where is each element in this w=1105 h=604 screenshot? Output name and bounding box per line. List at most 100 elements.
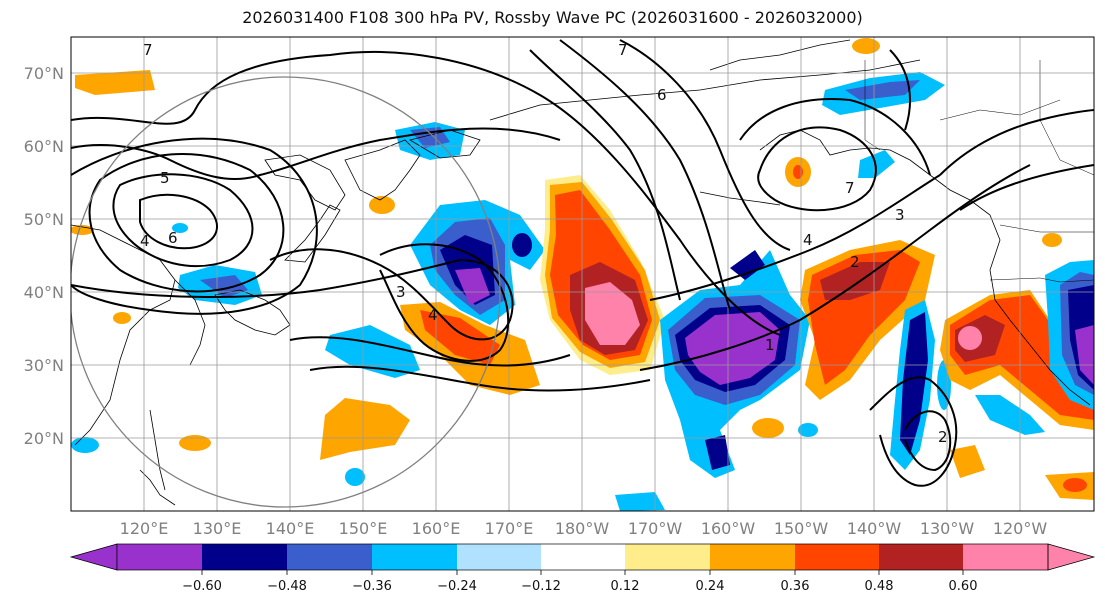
contour-label: 7: [845, 179, 855, 197]
colorbar-extend-max: [1047, 543, 1096, 571]
anomaly-negative: [858, 150, 895, 178]
lon-label: 140°E: [266, 519, 315, 538]
anomaly-negative: [345, 468, 365, 486]
contour-label: 2: [850, 253, 860, 271]
lon-label: 150°W: [774, 519, 829, 538]
anomaly-negative: [705, 435, 730, 470]
radius-circle: [71, 76, 501, 508]
lat-label: 60°N: [24, 137, 64, 156]
lon-label: 160°W: [701, 519, 756, 538]
colorbar-segment: [879, 544, 963, 570]
anomaly-positive: [320, 398, 410, 460]
colorbar-tick-label: −0.12: [521, 579, 561, 594]
colorbar-segment: [202, 544, 287, 570]
latitude-labels: 70°N 60°N 50°N 40°N 30°N 20°N: [24, 64, 64, 448]
anomaly-positive: [958, 326, 982, 350]
colorbar-segment: [287, 544, 372, 570]
contour-label: 1: [765, 336, 775, 354]
lat-label: 30°N: [24, 356, 64, 375]
contour-label: 6: [657, 86, 667, 104]
lon-label: 170°E: [485, 519, 534, 538]
anomaly-negative: [1075, 325, 1094, 385]
colorbar-tick-label: 0.36: [781, 579, 810, 594]
colorbar-tick-label: 0.12: [611, 579, 640, 594]
anomaly-positive: [793, 165, 803, 179]
anomaly-positive: [585, 282, 640, 345]
lon-label: 140°W: [847, 519, 902, 538]
lon-label: 120°W: [993, 519, 1048, 538]
anomaly-negative: [685, 312, 780, 385]
lon-label: 130°E: [193, 519, 242, 538]
anomaly-negative: [730, 250, 765, 280]
map-content: 7 6 5 6 4 4 3 4 3 2 1 7 7 2: [71, 37, 1094, 511]
lat-label: 50°N: [24, 210, 64, 229]
colorbar-segment: [117, 544, 202, 570]
anomaly-negative: [172, 223, 188, 233]
contour-label: 2: [938, 428, 948, 446]
anomaly-positive: [71, 225, 94, 235]
colorbar-tick-label: 0.60: [949, 579, 978, 594]
anomaly-positive: [752, 418, 784, 438]
anomaly-positive: [1063, 478, 1087, 492]
contour-label: 4: [428, 306, 438, 324]
chart-title: 2026031400 F108 300 hPa PV, Rossby Wave …: [242, 8, 863, 27]
anomaly-fills: [71, 38, 1094, 511]
anomaly-positive: [179, 435, 211, 451]
anomaly-positive: [950, 445, 985, 478]
colorbar-ticks: [201, 570, 964, 575]
colorbar-segment: [710, 544, 795, 570]
lon-label: 120°E: [120, 519, 169, 538]
lat-label: 20°N: [24, 429, 64, 448]
contour-label: 6: [168, 229, 178, 247]
lon-label: 180°W: [555, 519, 610, 538]
colorbar-tick-label: 0.24: [696, 579, 725, 594]
colorbar-tick-label: −0.36: [352, 579, 392, 594]
anomaly-negative: [512, 233, 532, 257]
contour-label: 7: [143, 41, 153, 59]
anomaly-negative: [615, 492, 665, 511]
anomaly-negative: [798, 423, 818, 437]
anomaly-positive: [75, 70, 155, 95]
colorbar-segment: [795, 544, 879, 570]
anomaly-positive: [852, 38, 880, 54]
longitude-labels: 120°E 130°E 140°E 150°E 160°E 170°E 180°…: [120, 519, 1048, 538]
lon-label: 160°E: [412, 519, 461, 538]
lon-label: 130°W: [920, 519, 975, 538]
anomaly-negative: [71, 437, 99, 453]
contour-label: 3: [895, 206, 905, 224]
colorbar-segment: [372, 544, 457, 570]
colorbar-segment: [963, 544, 1048, 570]
anomaly-positive: [420, 310, 500, 365]
map-frame: [70, 36, 1095, 512]
contour-label: 7: [618, 41, 628, 59]
colorbar-segment: [457, 544, 541, 570]
lon-label: 170°W: [628, 519, 683, 538]
colorbar-tick-label: 0.48: [865, 579, 894, 594]
colorbar-tick-label: −0.48: [267, 579, 307, 594]
colorbar-segment: [625, 544, 710, 570]
lon-label: 150°E: [339, 519, 388, 538]
lat-label: 40°N: [24, 283, 64, 302]
contour-label: 3: [396, 283, 406, 301]
colorbar: −0.60 −0.48 −0.36 −0.24 −0.12 0.12 0.24 …: [69, 543, 1096, 594]
anomaly-negative: [975, 395, 1045, 435]
contour-label-group: 7 6 5 6 4 4 3 4 3 2 1 7 7 2: [140, 41, 948, 446]
anomaly-positive: [1042, 233, 1062, 247]
gridlines: [71, 37, 1094, 511]
lat-label: 70°N: [24, 64, 64, 83]
colorbar-extend-min: [69, 543, 118, 571]
pv-contours: [71, 39, 1094, 487]
colorbar-tick-label: −0.24: [437, 579, 477, 594]
contour-label: 4: [803, 231, 813, 249]
anomaly-positive: [369, 196, 395, 214]
colorbar-frame: [116, 543, 1049, 571]
colorbar-tick-label: −0.60: [182, 579, 222, 594]
anomaly-negative: [845, 80, 920, 100]
contour-label: 5: [160, 169, 170, 187]
anomaly-positive: [113, 312, 131, 324]
contour-label: 4: [140, 232, 150, 250]
anomaly-negative: [900, 312, 928, 455]
anomaly-negative: [455, 268, 490, 305]
colorbar-segment: [541, 544, 625, 570]
